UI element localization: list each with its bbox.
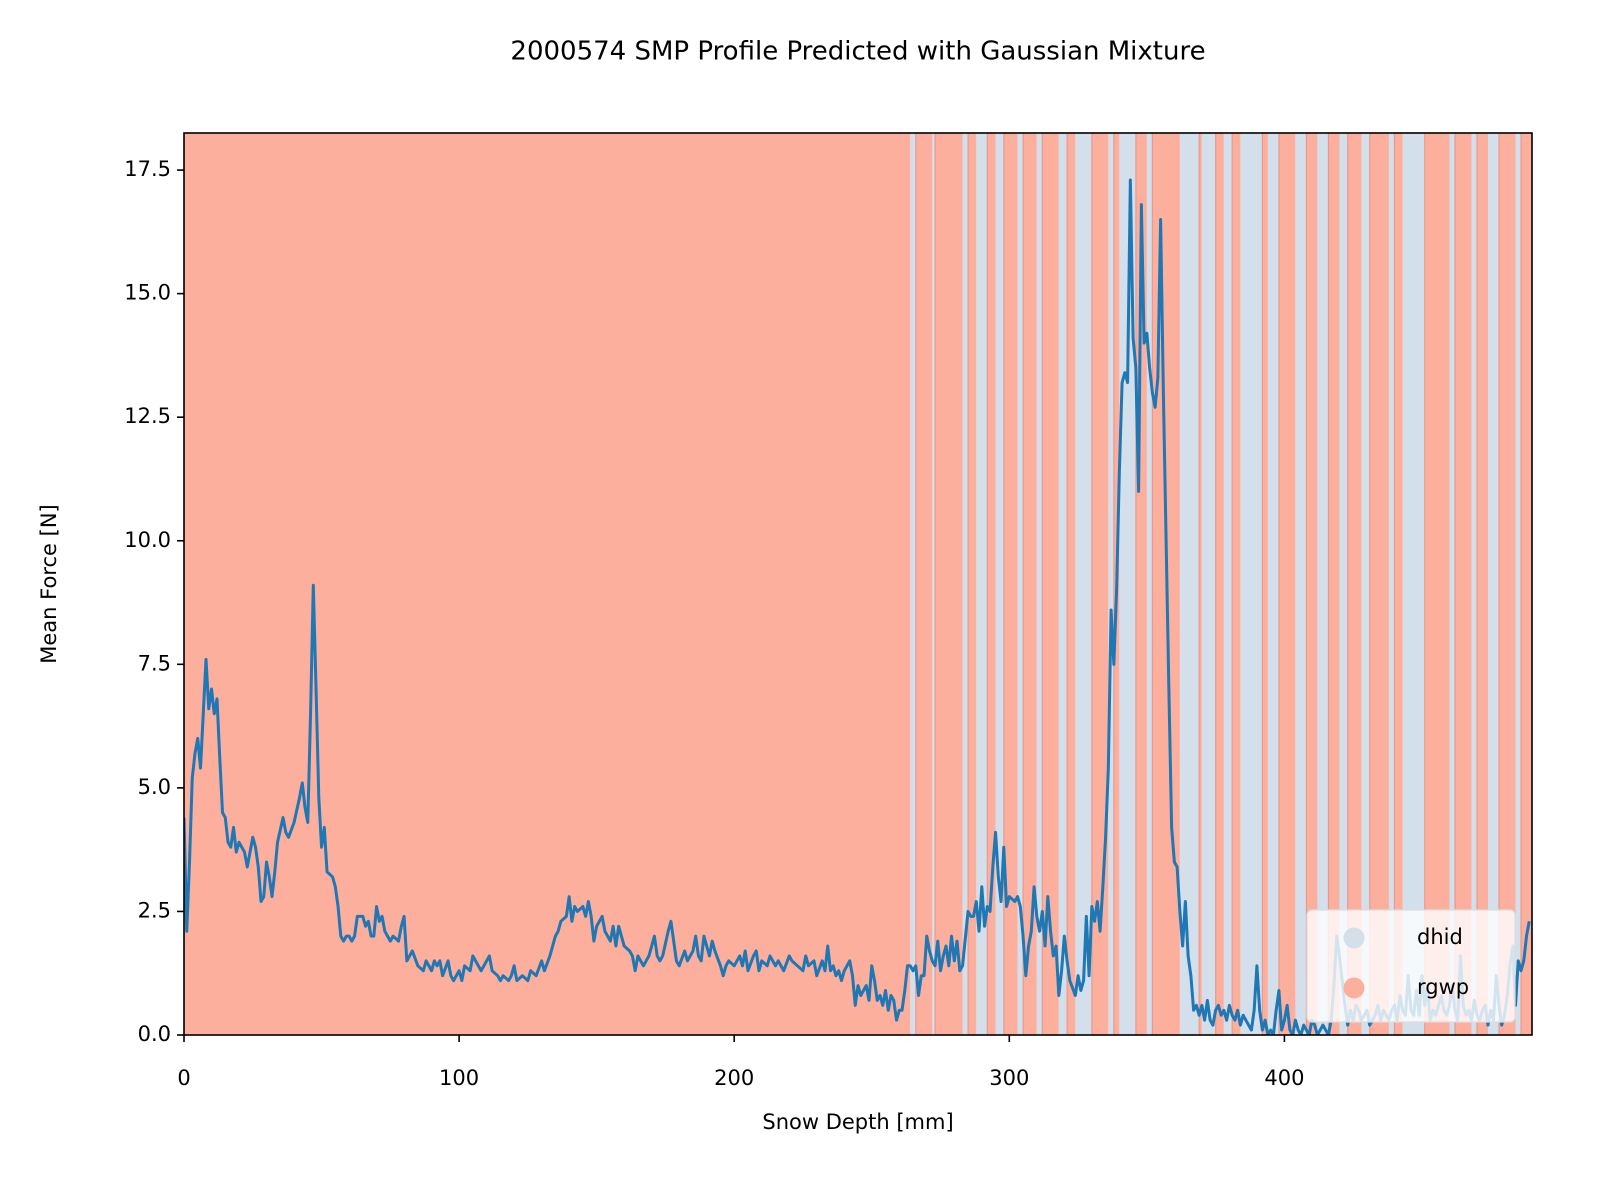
class-span <box>1498 133 1516 1035</box>
class-span <box>1361 133 1370 1035</box>
y-tick-label: 5.0 <box>138 775 171 799</box>
x-tick-label: 100 <box>439 1066 479 1090</box>
force-line <box>184 178 1531 1035</box>
y-tick-label: 7.5 <box>138 651 171 675</box>
class-span <box>1023 133 1037 1035</box>
class-span <box>1471 133 1477 1035</box>
class-span <box>910 133 916 1035</box>
legend-marker <box>1343 977 1365 999</box>
class-span <box>1347 133 1362 1035</box>
legend-marker <box>1343 927 1365 949</box>
y-tick-label: 12.5 <box>124 404 171 428</box>
class-span <box>932 133 936 1035</box>
class-span <box>1003 133 1018 1035</box>
class-span <box>1017 133 1024 1035</box>
class-span <box>915 133 933 1035</box>
legend-label: dhid <box>1417 925 1463 949</box>
class-span <box>1135 133 1147 1035</box>
class-span <box>1042 133 1059 1035</box>
class-span <box>1520 133 1532 1035</box>
class-span <box>1449 133 1455 1035</box>
y-tick-label: 10.0 <box>124 528 171 552</box>
class-span <box>1240 133 1263 1035</box>
class-span <box>1369 133 1389 1035</box>
class-span <box>1267 133 1279 1035</box>
class-span <box>1515 133 1521 1035</box>
class-span <box>968 133 977 1035</box>
class-span <box>1278 133 1296 1035</box>
y-tick-label: 15.0 <box>124 281 171 305</box>
class-span <box>184 133 911 1035</box>
legend-box <box>1306 909 1516 1023</box>
class-span <box>1402 133 1425 1035</box>
class-span <box>1119 133 1136 1035</box>
class-span <box>1328 133 1340 1035</box>
plot-frame <box>183 132 1533 1036</box>
class-span <box>1058 133 1068 1035</box>
class-span <box>1317 133 1329 1035</box>
class-span <box>962 133 969 1035</box>
class-span <box>1424 133 1450 1035</box>
class-span <box>1487 133 1499 1035</box>
x-tick-label: 200 <box>714 1066 754 1090</box>
legend-label: rgwp <box>1417 975 1469 999</box>
class-span <box>995 133 1004 1035</box>
class-span <box>1201 133 1216 1035</box>
y-tick-label: 0.0 <box>138 1022 171 1046</box>
class-span <box>987 133 996 1035</box>
class-span <box>1091 133 1109 1035</box>
class-span <box>1215 133 1224 1035</box>
class-span <box>1067 133 1076 1035</box>
class-span <box>1108 133 1114 1035</box>
x-axis-label: Snow Depth [mm] <box>762 1110 953 1134</box>
class-span <box>1199 133 1202 1035</box>
class-span <box>1394 133 1403 1035</box>
y-axis-label: Mean Force [N] <box>37 504 61 663</box>
class-span <box>1232 133 1241 1035</box>
chart-title: 2000574 SMP Profile Predicted with Gauss… <box>510 37 1205 67</box>
class-span <box>1476 133 1488 1035</box>
class-span <box>976 133 988 1035</box>
class-span <box>1179 133 1200 1035</box>
class-span <box>1295 133 1307 1035</box>
class-span <box>1339 133 1348 1035</box>
class-span <box>1223 133 1233 1035</box>
class-span <box>935 133 963 1035</box>
class-span <box>1036 133 1043 1035</box>
class-span <box>1262 133 1268 1035</box>
y-tick-label: 17.5 <box>124 157 171 181</box>
x-tick-label: 400 <box>1264 1066 1304 1090</box>
x-tick-label: 300 <box>989 1066 1029 1090</box>
x-tick-label: 0 <box>177 1066 190 1090</box>
class-span <box>1146 133 1153 1035</box>
class-span <box>1454 133 1472 1035</box>
class-span <box>1306 133 1318 1035</box>
class-span <box>1388 133 1395 1035</box>
y-tick-label: 2.5 <box>138 898 171 922</box>
class-span <box>1075 133 1092 1035</box>
